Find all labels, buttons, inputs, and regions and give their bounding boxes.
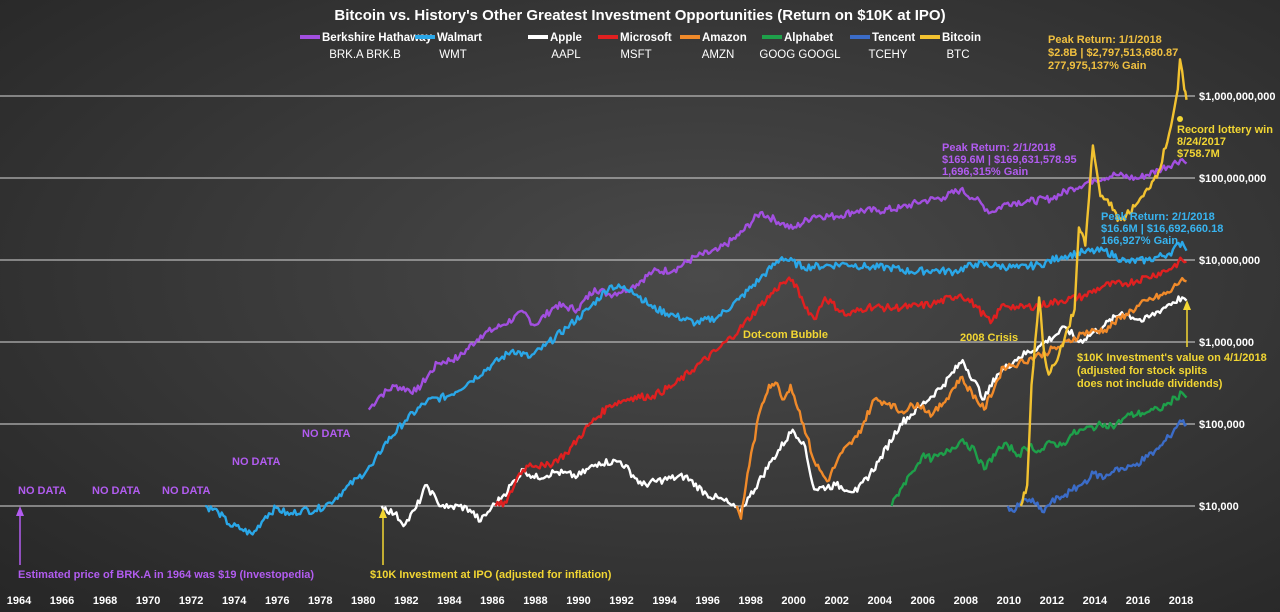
series-lines — [204, 58, 1188, 536]
annotation-text: 1,696,315% Gain — [942, 166, 1029, 178]
legend-label: Microsoft — [620, 32, 672, 44]
annotation-text: $758.7M — [1177, 148, 1220, 160]
arrow-head — [1183, 300, 1191, 310]
series-line-msft — [494, 256, 1187, 508]
x-tick-label: 2004 — [867, 595, 892, 607]
series-line-brk-a — [367, 158, 1188, 411]
x-tick-label: 1964 — [7, 595, 32, 607]
legend-label: Alphabet — [784, 32, 833, 44]
x-tick-label: 1970 — [136, 595, 160, 607]
legend-ticker: AMZN — [702, 49, 735, 61]
annotation-text: $2.8B | $2,797,513,680.87 — [1048, 47, 1178, 59]
legend-label: Berkshire Hathaway — [322, 32, 433, 44]
annotation-text: does not include dividends) — [1077, 378, 1223, 390]
annotation-text: (adjusted for stock splits — [1077, 365, 1207, 377]
x-tick-label: 2012 — [1040, 595, 1064, 607]
y-tick-label: $100,000,000 — [1199, 173, 1266, 185]
annotations: NO DATA NO DATA NO DATA NO DATA NO DATA Estim… — [16, 34, 1273, 581]
annotation-text: NO DATA — [18, 485, 67, 497]
chart-title: Bitcoin vs. History's Other Greatest Inv… — [334, 7, 945, 24]
annotation-text: Dot-com Bubble — [743, 329, 828, 341]
annotation-text: $169.6M | $169,631,578.95 — [942, 154, 1077, 166]
annotation-text: 8/24/2017 — [1177, 136, 1226, 148]
y-tick-label: $10,000,000 — [1199, 255, 1260, 267]
x-tick-label: 1978 — [308, 595, 332, 607]
x-tick-label: 1996 — [695, 595, 719, 607]
legend-ticker: GOOG GOOGL — [759, 49, 841, 61]
annotation-text: $10K Investment's value on 4/1/2018 — [1077, 352, 1267, 364]
x-tick-label: 1980 — [351, 595, 375, 607]
arrow-head — [16, 506, 24, 516]
legend-ticker: BRK.A BRK.B — [329, 49, 401, 61]
annotation-text: NO DATA — [302, 428, 351, 440]
annotation-text: Peak Return: 2/1/2018 — [942, 142, 1056, 154]
series-line-goog — [890, 390, 1188, 507]
annotation-text: $10K Investment at IPO (adjusted for inf… — [370, 569, 612, 581]
legend-ticker: WMT — [439, 49, 466, 61]
x-tick-label: 1974 — [222, 595, 247, 607]
lottery-marker — [1177, 116, 1183, 122]
legend-label: Walmart — [437, 32, 482, 44]
annotation-text: Peak Return: 2/1/2018 — [1101, 211, 1215, 223]
y-tick-label: $1,000,000 — [1199, 337, 1254, 349]
x-tick-label: 1982 — [394, 595, 418, 607]
legend-ticker: MSFT — [620, 49, 651, 61]
grid-lines — [0, 95, 1195, 507]
x-tick-label: 2014 — [1083, 595, 1108, 607]
x-tick-label: 2016 — [1126, 595, 1150, 607]
annotation-text: NO DATA — [232, 456, 281, 468]
x-tick-label: 2010 — [997, 595, 1021, 607]
annotation-text: NO DATA — [162, 485, 211, 497]
annotation-text: 277,975,137% Gain — [1048, 60, 1147, 72]
y-tick-label: $1,000,000,000 — [1199, 91, 1275, 103]
y-tick-label: $100,000 — [1199, 419, 1245, 431]
annotation-text: $16.6M | $16,692,660.18 — [1101, 223, 1223, 235]
legend: Berkshire Hathaway BRK.A BRK.B Walmart WMT A… — [300, 32, 981, 61]
annotation-text: Record lottery win — [1177, 124, 1273, 136]
x-tick-label: 1998 — [738, 595, 762, 607]
y-tick-label: $10,000 — [1199, 501, 1239, 513]
legend-ticker: AAPL — [551, 49, 581, 61]
series-line-amzn — [735, 277, 1187, 520]
x-tick-label: 1984 — [437, 595, 462, 607]
series-line-tcehy — [1006, 419, 1188, 514]
annotation-text: Peak Return: 1/1/2018 — [1048, 34, 1162, 46]
annotation-text: 2008 Crisis — [960, 332, 1018, 344]
series-line-btc — [1019, 58, 1188, 507]
x-tick-label: 2018 — [1169, 595, 1193, 607]
y-axis: $10,000 $100,000 $1,000,000 $10,000,000 $100… — [1199, 91, 1275, 513]
x-tick-label: 1988 — [523, 595, 547, 607]
x-tick-label: 1976 — [265, 595, 289, 607]
x-axis: 1964 1966 1968 1970 1972 1974 1976 1978 1980 1982… — [7, 595, 1193, 607]
x-tick-label: 2008 — [954, 595, 978, 607]
x-tick-label: 1972 — [179, 595, 203, 607]
x-tick-label: 1990 — [566, 595, 590, 607]
x-tick-label: 1994 — [652, 595, 677, 607]
legend-ticker: TCEHY — [869, 49, 908, 61]
x-tick-label: 2006 — [911, 595, 935, 607]
x-tick-label: 1986 — [480, 595, 504, 607]
x-tick-label: 1968 — [93, 595, 117, 607]
x-tick-label: 2002 — [824, 595, 848, 607]
annotation-text: NO DATA — [92, 485, 141, 497]
legend-label: Tencent — [872, 32, 915, 44]
x-tick-label: 1966 — [50, 595, 74, 607]
arrow-head — [379, 508, 387, 518]
x-tick-label: 1992 — [609, 595, 633, 607]
legend-label: Bitcoin — [942, 32, 981, 44]
series-line-wmt — [204, 240, 1188, 536]
legend-label: Apple — [550, 32, 582, 44]
legend-label: Amazon — [702, 32, 747, 44]
annotation-text: 166,927% Gain — [1101, 235, 1178, 247]
legend-ticker: BTC — [947, 49, 970, 61]
annotation-text: Estimated price of BRK.A in 1964 was $19… — [18, 569, 314, 581]
x-tick-label: 2000 — [781, 595, 805, 607]
